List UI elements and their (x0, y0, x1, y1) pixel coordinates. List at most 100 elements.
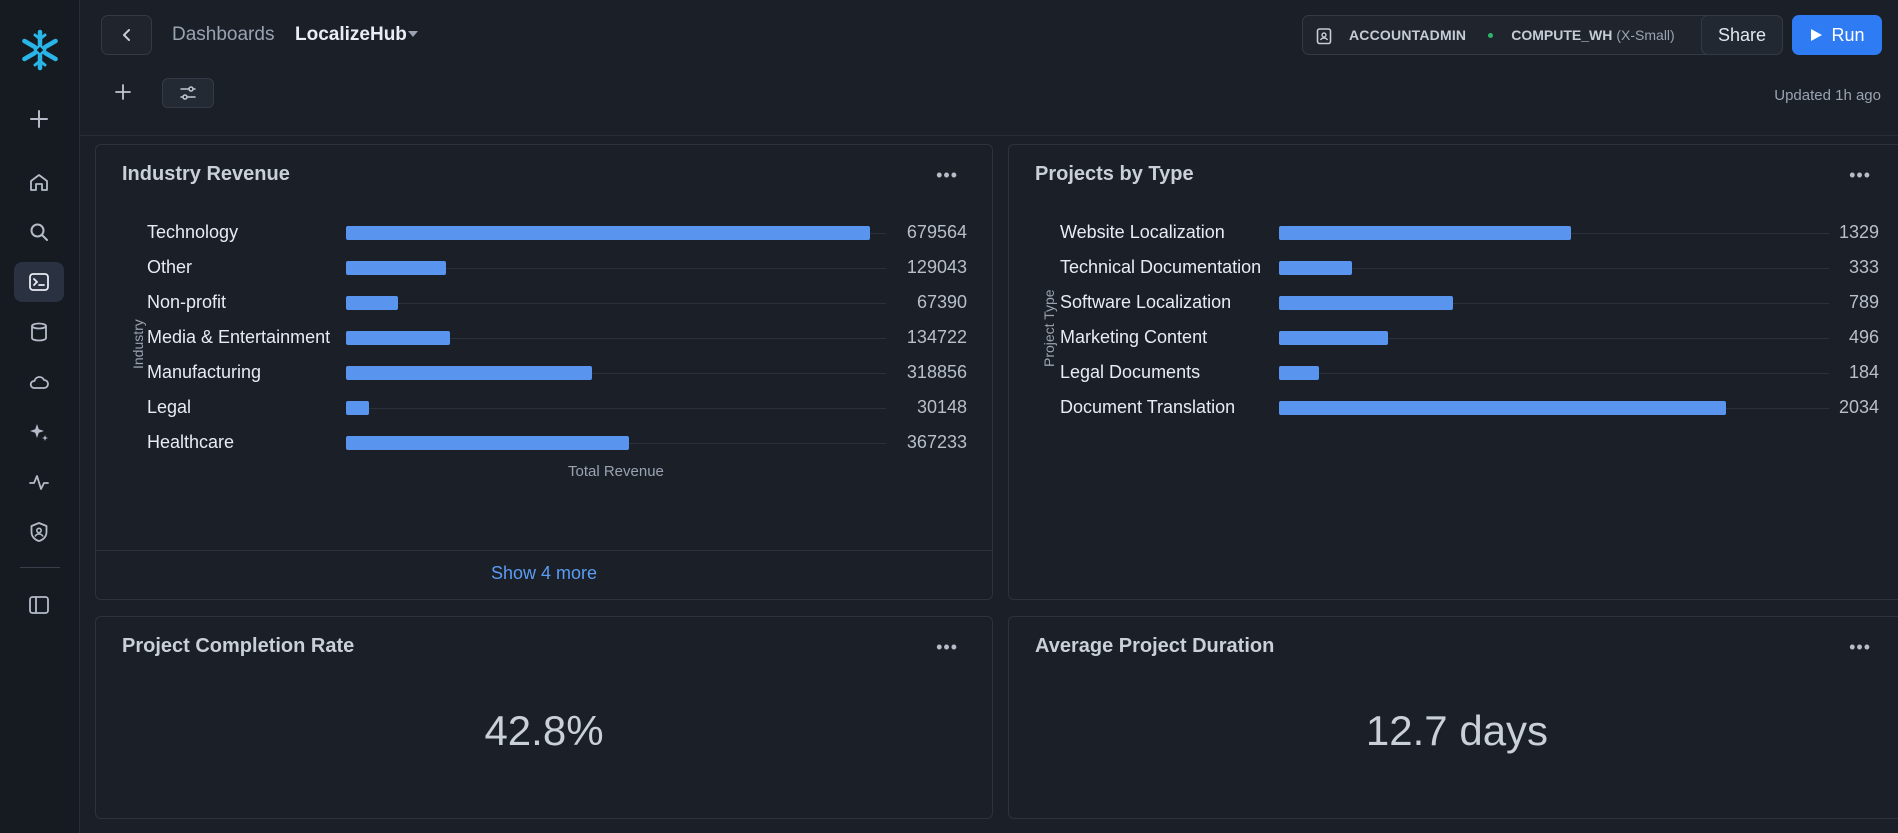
warehouse-label: COMPUTE_WH (1511, 27, 1613, 43)
bar[interactable] (346, 331, 450, 345)
sliders-icon (180, 86, 196, 100)
status-dot (1488, 32, 1494, 38)
filters-button[interactable] (162, 78, 214, 108)
bar[interactable] (1279, 331, 1389, 345)
bar-track (1279, 268, 1829, 269)
bar[interactable] (1279, 261, 1353, 275)
run-button[interactable]: Run (1792, 15, 1882, 55)
bar-category-label: Manufacturing (147, 362, 262, 382)
more-options-icon[interactable]: ••• (936, 165, 958, 185)
bar-category-label: Legal Documents (1060, 362, 1201, 382)
cloud-icon[interactable] (14, 362, 64, 402)
warehouse-size: (X-Small) (1616, 27, 1675, 43)
bar-track (1279, 373, 1829, 374)
bar-category-label: Technical Documentation (1060, 257, 1262, 277)
home-icon[interactable] (14, 162, 64, 202)
bar[interactable] (346, 296, 398, 310)
more-options-icon[interactable]: ••• (1849, 637, 1871, 657)
bar-track (346, 408, 886, 409)
bar[interactable] (1279, 296, 1453, 310)
card-title: Average Project Duration (1035, 635, 1275, 657)
bar-category-label: Legal (147, 397, 192, 417)
card-title: Project Completion Rate (122, 635, 355, 657)
bar[interactable] (346, 401, 370, 415)
chevron-left-icon (122, 29, 130, 41)
bar-value-label: 1329 (1838, 222, 1879, 242)
panel-toggle-icon[interactable] (14, 585, 64, 625)
bar-value-label: 496 (1848, 327, 1879, 347)
bar-value-label: 789 (1848, 292, 1879, 312)
bar-value-label: 67390 (916, 292, 967, 312)
bar-track (346, 373, 886, 374)
breadcrumb-current-dashboard[interactable]: LocalizeHub (295, 24, 407, 45)
bar-value-label: 184 (1848, 362, 1879, 382)
more-options-icon[interactable]: ••• (1849, 165, 1871, 185)
bar-value-label: 134722 (906, 327, 967, 347)
run-label: Run (1831, 24, 1865, 45)
y-axis-label: Industry (130, 319, 146, 369)
terminal-icon[interactable] (14, 262, 64, 302)
bar-category-label: Marketing Content (1060, 327, 1208, 347)
card-title: Projects by Type (1035, 163, 1194, 185)
x-axis-label: Total Revenue (568, 463, 664, 480)
add-icon[interactable] (14, 99, 64, 139)
projects-by-type-card: Projects by Type ••• Project Type Websit… (1008, 144, 1898, 600)
caret-down-icon[interactable] (408, 31, 418, 37)
completion-rate-card: Project Completion Rate ••• 42.8% (95, 616, 993, 819)
bar-category-label: Software Localization (1060, 292, 1232, 312)
bar-category-label: Healthcare (147, 432, 235, 452)
show-more-link[interactable]: Show 4 more (490, 563, 598, 583)
play-icon (1811, 29, 1823, 41)
database-icon[interactable] (14, 312, 64, 352)
bar-category-label: Media & Entertainment (147, 327, 331, 347)
snowflake-logo-icon[interactable] (18, 28, 62, 72)
y-axis-label: Project Type (1041, 289, 1057, 367)
shield-user-icon[interactable] (14, 512, 64, 552)
bar-value-label: 2034 (1838, 397, 1879, 417)
bar[interactable] (346, 436, 630, 450)
context-selector[interactable]: ACCOUNTADMIN COMPUTE_WH (X-Small) (1302, 15, 1771, 55)
bar-track (346, 268, 886, 269)
bar-track (1279, 303, 1829, 304)
breadcrumb-dashboards[interactable]: Dashboards (172, 24, 275, 45)
bar[interactable] (346, 261, 446, 275)
divider (96, 550, 992, 551)
bar-track (346, 338, 886, 339)
share-button[interactable]: Share (1701, 15, 1783, 55)
bar-value-label: 333 (1848, 257, 1879, 277)
plus-icon (115, 84, 131, 100)
bar[interactable] (1279, 366, 1320, 380)
role-label: ACCOUNTADMIN (1349, 27, 1467, 43)
bar[interactable] (1279, 226, 1572, 240)
updated-timestamp: Updated 1h ago (1774, 87, 1881, 104)
bar-value-label: 679564 (906, 222, 967, 242)
bar-value-label: 318856 (906, 362, 967, 382)
sparkle-icon[interactable] (14, 412, 64, 452)
avg-duration-card: Average Project Duration ••• 12.7 days (1008, 616, 1898, 819)
bar[interactable] (1279, 401, 1727, 415)
bar[interactable] (346, 226, 871, 240)
bar-value-label: 129043 (906, 257, 967, 277)
bar-category-label: Document Translation (1060, 397, 1236, 417)
search-icon[interactable] (14, 212, 64, 252)
activity-icon[interactable] (14, 462, 64, 502)
bar-category-label: Non-profit (147, 292, 227, 312)
dashboard-header: Dashboards LocalizeHub ACCOUNTADMIN COMP… (80, 0, 1898, 136)
sidebar (0, 0, 80, 833)
bar-value-label: 367233 (906, 432, 967, 452)
kpi-value: 42.8% (484, 707, 604, 754)
bar-category-label: Website Localization (1060, 222, 1225, 242)
back-button[interactable] (101, 15, 152, 55)
card-title: Industry Revenue (122, 163, 290, 185)
industry-revenue-card: Industry Revenue ••• Industry Technology… (95, 144, 993, 600)
bar-category-label: Other (147, 257, 193, 277)
bar-category-label: Technology (147, 222, 239, 242)
bar-value-label: 30148 (916, 397, 967, 417)
sidebar-divider (20, 567, 60, 568)
bar[interactable] (346, 366, 592, 380)
more-options-icon[interactable]: ••• (936, 637, 958, 657)
bar-track (346, 303, 886, 304)
add-tile-button[interactable] (114, 83, 132, 106)
bar-track (1279, 338, 1829, 339)
kpi-value: 12.7 days (1365, 707, 1549, 754)
